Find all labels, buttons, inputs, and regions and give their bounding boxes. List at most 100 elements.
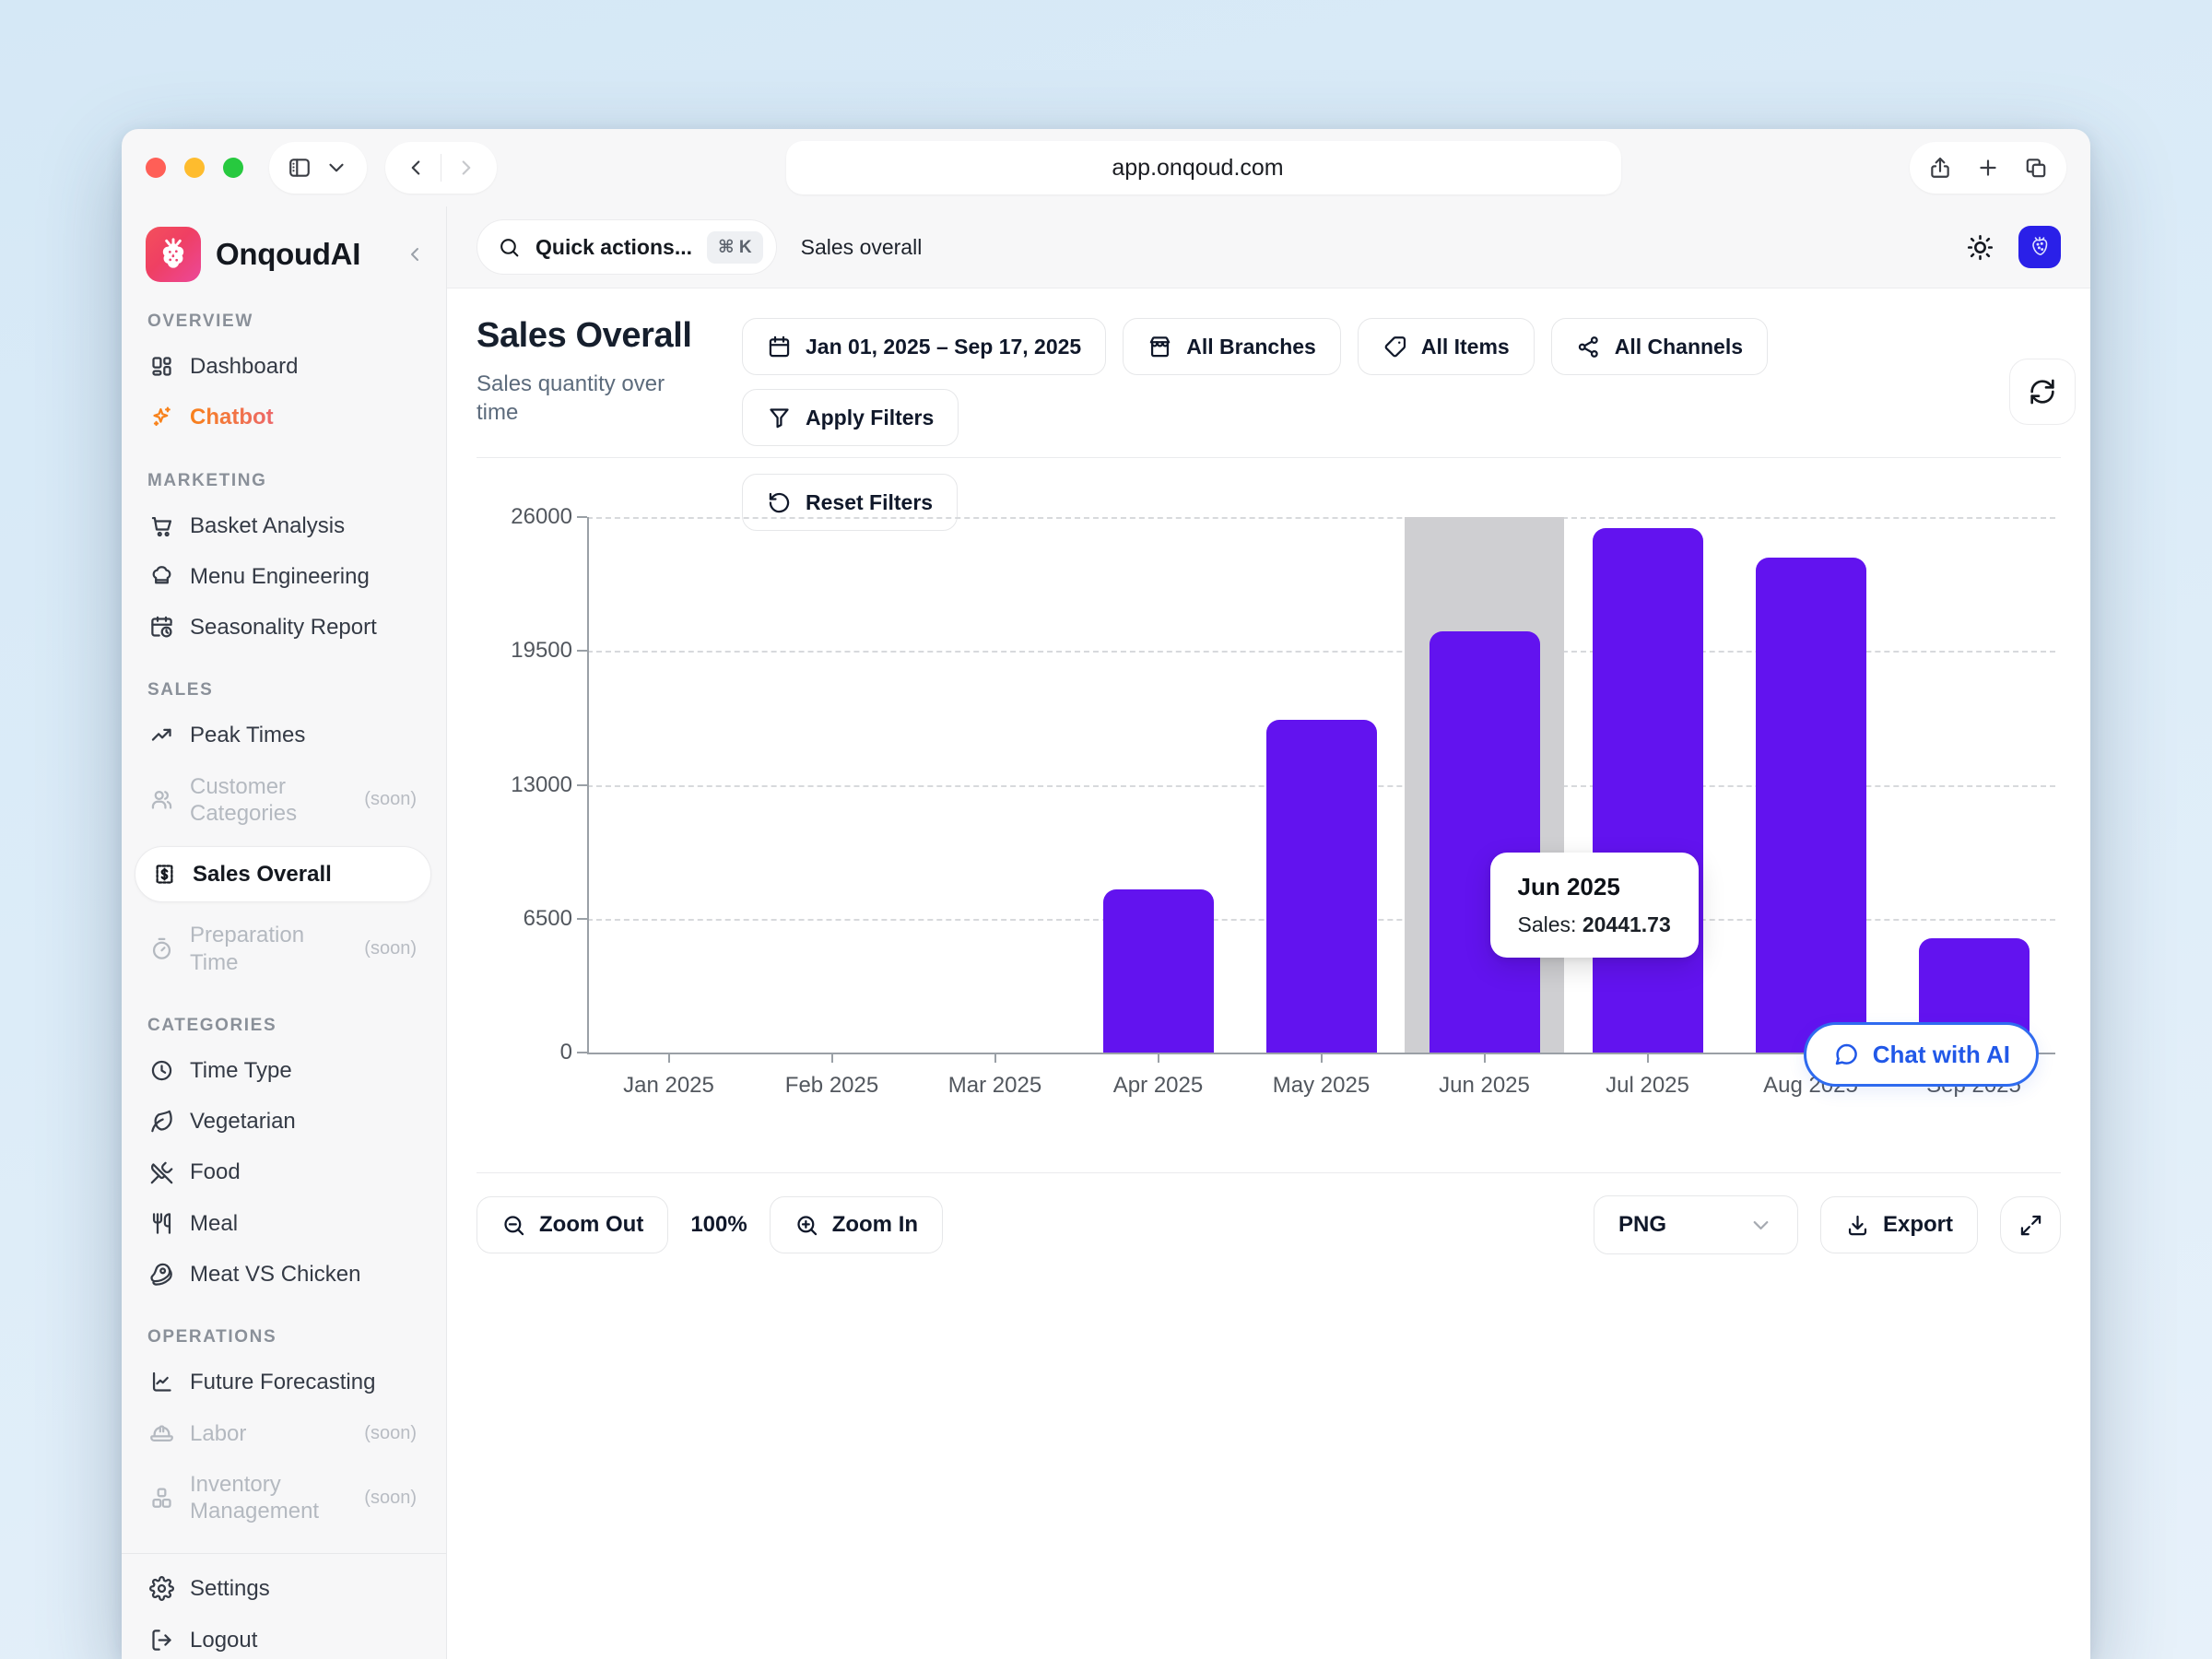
avatar[interactable] (2018, 226, 2061, 268)
sidebar-item-label: Meat VS Chicken (190, 1261, 417, 1288)
sales-bar-chart[interactable]: 06500130001950026000Jan 2025Feb 2025Mar … (477, 458, 2061, 1172)
store-icon (1147, 335, 1172, 359)
chrome-right-buttons (1910, 142, 2066, 194)
sidebar-item-sales-overall[interactable]: Sales Overall (135, 846, 431, 902)
sidebar-item-seasonality-report[interactable]: Seasonality Report (146, 602, 426, 653)
sidebar-item-dashboard[interactable]: Dashboard (146, 341, 426, 392)
nav-buttons (385, 142, 497, 194)
traffic-lights (146, 158, 243, 178)
chart-tooltip: Jun 2025 Sales: 20441.73 (1490, 853, 1699, 958)
page-content: Sales Overall Sales quantity over time J… (447, 288, 2090, 1659)
y-tick (577, 650, 587, 652)
sidebar-item-future-forecasting[interactable]: Future Forecasting (146, 1357, 426, 1407)
chat-with-ai-label: Chat with AI (1873, 1041, 2010, 1069)
funnel-icon (767, 406, 792, 430)
sidebar-item-food[interactable]: Food (146, 1147, 426, 1197)
zoom-out-button[interactable]: Zoom Out (477, 1196, 668, 1253)
back-icon[interactable] (404, 156, 428, 180)
sidebar-item-peak-times[interactable]: Peak Times (146, 710, 426, 760)
zoom-in-button[interactable]: Zoom In (770, 1196, 943, 1253)
sidebar-item-label: Future Forecasting (190, 1369, 417, 1395)
bar-apr-2025 (1103, 889, 1214, 1053)
tag-icon (1382, 335, 1407, 359)
filter-button-all-channels[interactable]: All Channels (1551, 318, 1768, 375)
sidebar-item-label: Preparation Time (190, 922, 343, 976)
timer-icon (149, 936, 174, 961)
sidebar-item-chatbot[interactable]: Chatbot (146, 392, 426, 442)
sparkles-icon (149, 405, 174, 429)
filter-label: All Items (1421, 335, 1510, 359)
tooltip-title: Jun 2025 (1518, 873, 1671, 901)
sidebar-item-menu-engineering[interactable]: Menu Engineering (146, 551, 426, 602)
sidebar-divider (122, 1553, 446, 1554)
bar-aug-2025 (1756, 558, 1866, 1053)
sidebar-item-preparation-time: Preparation Time(soon) (146, 910, 426, 988)
y-axis-label: 26000 (477, 504, 572, 530)
utensils-crossed-icon (149, 1160, 174, 1185)
sidebar-section-marketing: MARKETING (147, 471, 426, 491)
maximize-window-button[interactable] (223, 158, 243, 178)
tabs-icon[interactable] (2024, 156, 2048, 180)
sidebar-item-vegetarian[interactable]: Vegetarian (146, 1096, 426, 1147)
sidebar-item-label: Basket Analysis (190, 512, 417, 539)
x-tick (1484, 1053, 1486, 1063)
search-shortcut: ⌘ K (707, 231, 763, 264)
sidebar-item-time-type[interactable]: Time Type (146, 1045, 426, 1096)
refresh-button[interactable] (2009, 359, 2076, 425)
sidebar-section-categories: CATEGORIES (147, 1016, 426, 1036)
theme-toggle-sun-icon[interactable] (1966, 233, 1994, 262)
sidebar-item-label: Food (190, 1159, 417, 1185)
sidebar-item-settings[interactable]: Settings (146, 1563, 426, 1614)
dashboard-icon (149, 354, 174, 379)
x-axis-label: May 2025 (1273, 1073, 1370, 1099)
search-icon (498, 236, 521, 259)
expand-icon (2018, 1213, 2043, 1238)
filter-label: Jan 01, 2025 – Sep 17, 2025 (806, 335, 1081, 359)
meat-icon (149, 1262, 174, 1287)
y-tick (577, 784, 587, 786)
gear-icon (149, 1576, 174, 1601)
sidebar-item-label: Logout (190, 1627, 417, 1653)
filter-button-jan-01-2025-sep-17-2025[interactable]: Jan 01, 2025 – Sep 17, 2025 (742, 318, 1106, 375)
fullscreen-button[interactable] (2000, 1196, 2061, 1253)
sidebar-item-labor: Labor(soon) (146, 1408, 426, 1459)
filter-button-all-items[interactable]: All Items (1358, 318, 1535, 375)
filter-row: Jan 01, 2025 – Sep 17, 2025 All Branches A… (742, 318, 2061, 457)
filter-label: All Channels (1615, 335, 1743, 359)
logout-icon (149, 1628, 174, 1653)
filter-button-apply-filters[interactable]: Apply Filters (742, 389, 959, 446)
sidebar-item-label: Dashboard (190, 353, 417, 380)
sidebar-item-basket-analysis[interactable]: Basket Analysis (146, 500, 426, 551)
sidebar-item-inventory-management: Inventory Management(soon) (146, 1459, 426, 1537)
berry-logo-icon (153, 234, 194, 275)
share-icon[interactable] (1928, 156, 1952, 180)
filter-button-all-branches[interactable]: All Branches (1123, 318, 1341, 375)
minimize-window-button[interactable] (184, 158, 205, 178)
chevron-down-icon (1748, 1213, 1773, 1238)
sidebar-item-label: Vegetarian (190, 1108, 417, 1135)
close-window-button[interactable] (146, 158, 166, 178)
page-title: Sales Overall (477, 318, 709, 355)
sidebar-item-label: Seasonality Report (190, 614, 417, 641)
export-button[interactable]: Export (1820, 1196, 1978, 1253)
forward-icon[interactable] (454, 156, 478, 180)
download-icon (1845, 1213, 1870, 1238)
url-bar[interactable]: app.onqoud.com (786, 141, 1621, 194)
sidebar-item-meat-vs-chicken[interactable]: Meat VS Chicken (146, 1249, 426, 1300)
new-tab-icon[interactable] (1976, 156, 2000, 180)
sidebar-item-label: Inventory Management (190, 1471, 343, 1525)
sidebar-toggle-group[interactable] (269, 142, 367, 194)
chat-with-ai-button[interactable]: Chat with AI (1804, 1022, 2039, 1087)
sidebar-item-logout[interactable]: Logout (146, 1615, 426, 1659)
url-text[interactable]: app.onqoud.com (805, 155, 1592, 182)
users-icon (149, 787, 174, 812)
tooltip-value-row: Sales: 20441.73 (1518, 912, 1671, 937)
export-format-select[interactable]: PNG (1594, 1195, 1798, 1254)
sidebar-collapse-icon[interactable] (404, 243, 426, 265)
sidebar-item-meal[interactable]: Meal (146, 1198, 426, 1249)
utensils-icon (149, 1211, 174, 1236)
quick-actions-search[interactable]: Quick actions... ⌘ K (477, 219, 777, 275)
page-subtitle: Sales quantity over time (477, 370, 709, 427)
sidebar-item-customer-categories: Customer Categories(soon) (146, 761, 426, 840)
receipt-dollar-icon (152, 862, 177, 887)
